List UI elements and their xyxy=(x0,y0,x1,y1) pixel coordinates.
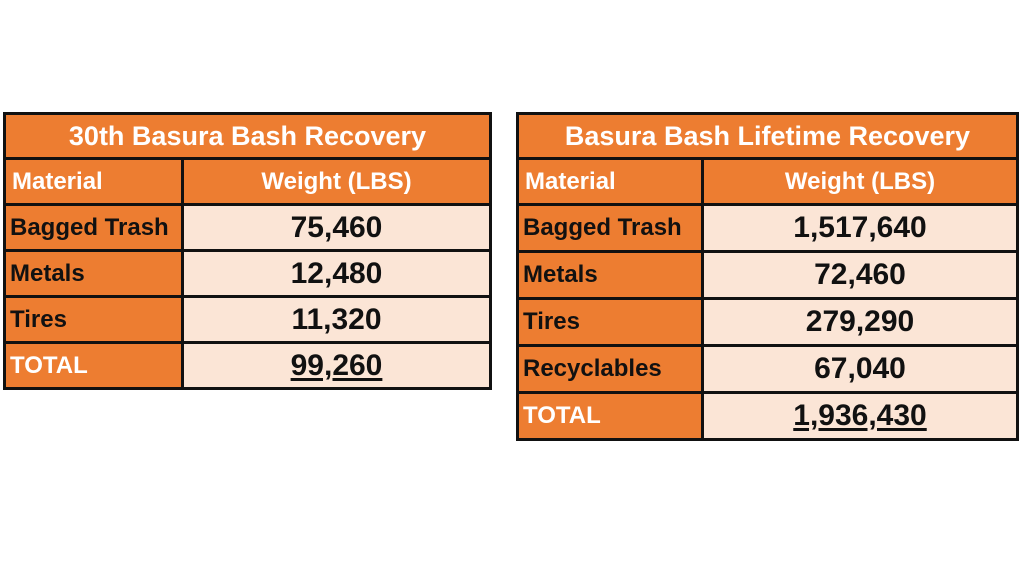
weight-cell: 279,290 xyxy=(701,297,1019,347)
table-row: Bagged Trash 1,517,640 xyxy=(516,203,1019,253)
table-title: 30th Basura Bash Recovery xyxy=(3,112,492,160)
table-row: Bagged Trash 75,460 xyxy=(3,203,492,252)
lifetime-recovery-table: Basura Bash Lifetime Recovery Material W… xyxy=(516,112,1019,441)
material-cell: Tires xyxy=(516,297,704,347)
weight-cell: 1,517,640 xyxy=(701,203,1019,253)
total-label: TOTAL xyxy=(516,391,704,441)
total-value: 1,936,430 xyxy=(701,391,1019,441)
event-recovery-table: 30th Basura Bash Recovery Material Weigh… xyxy=(3,112,492,390)
table-row: Metals 12,480 xyxy=(3,249,492,298)
weight-column-header: Weight (LBS) xyxy=(181,157,492,206)
material-column-header: Material xyxy=(3,157,184,206)
weight-cell: 72,460 xyxy=(701,250,1019,300)
material-cell: Bagged Trash xyxy=(3,203,184,252)
weight-cell: 12,480 xyxy=(181,249,492,298)
table-row: Metals 72,460 xyxy=(516,250,1019,300)
table-row: Tires 279,290 xyxy=(516,297,1019,347)
table-title: Basura Bash Lifetime Recovery xyxy=(516,112,1019,160)
material-cell: Recyclables xyxy=(516,344,704,394)
weight-cell: 67,040 xyxy=(701,344,1019,394)
material-column-header: Material xyxy=(516,157,704,206)
material-cell: Metals xyxy=(516,250,704,300)
table-row: Tires 11,320 xyxy=(3,295,492,344)
material-cell: Metals xyxy=(3,249,184,298)
total-row: TOTAL 99,260 xyxy=(3,341,492,390)
material-cell: Tires xyxy=(3,295,184,344)
weight-cell: 11,320 xyxy=(181,295,492,344)
total-row: TOTAL 1,936,430 xyxy=(516,391,1019,441)
material-cell: Bagged Trash xyxy=(516,203,704,253)
weight-column-header: Weight (LBS) xyxy=(701,157,1019,206)
weight-cell: 75,460 xyxy=(181,203,492,252)
total-label: TOTAL xyxy=(3,341,184,390)
total-value: 99,260 xyxy=(181,341,492,390)
table-row: Recyclables 67,040 xyxy=(516,344,1019,394)
